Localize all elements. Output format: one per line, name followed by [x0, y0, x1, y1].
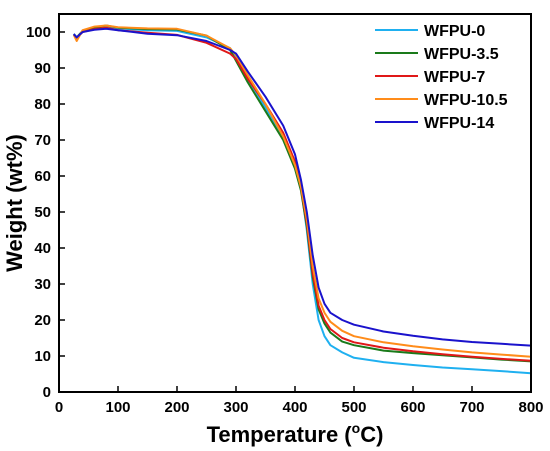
x-tick-label: 400	[282, 399, 307, 416]
legend: WFPU-0 WFPU-3.5 WFPU-7 WFPU-10.5 WFPU-14	[375, 23, 508, 132]
y-tick-label: 80	[34, 96, 51, 113]
legend-label: WFPU-0	[424, 23, 485, 40]
legend-label: WFPU-7	[424, 69, 485, 86]
y-tick-label: 100	[26, 24, 51, 41]
y-tick-label: 20	[34, 312, 51, 329]
x-tick-label: 300	[223, 399, 248, 416]
x-axis-title: Temperature (oC)	[207, 420, 384, 447]
x-tick-label: 200	[164, 399, 189, 416]
series-line-3	[72, 24, 532, 358]
x-tick-label: 500	[341, 399, 366, 416]
y-tick-label: 0	[43, 384, 51, 401]
x-tick-label: 0	[55, 399, 63, 416]
legend-label: WFPU-14	[424, 115, 494, 132]
x-tick-label: 600	[400, 399, 425, 416]
y-tick-label: 70	[34, 132, 51, 149]
y-tick-label: 40	[34, 240, 51, 257]
series-line-4	[73, 27, 532, 347]
legend-label: WFPU-10.5	[424, 92, 508, 109]
y-tick-label: 50	[34, 204, 51, 221]
x-tick-label: 800	[518, 399, 543, 416]
legend-label: WFPU-3.5	[424, 46, 499, 63]
series-layer	[72, 24, 532, 375]
y-tick-label: 10	[34, 348, 51, 365]
y-tick-label: 90	[34, 60, 51, 77]
x-tick-label: 100	[105, 399, 130, 416]
x-tick-label: 700	[459, 399, 484, 416]
tick-layer: 0 100 200 300 400 500 600 700 800 0 10 20 30 40 50 60 70…	[26, 24, 544, 416]
y-tick-label: 60	[34, 168, 51, 185]
y-axis-title: Weight (wt%)	[2, 134, 27, 272]
y-tick-label: 30	[34, 276, 51, 293]
